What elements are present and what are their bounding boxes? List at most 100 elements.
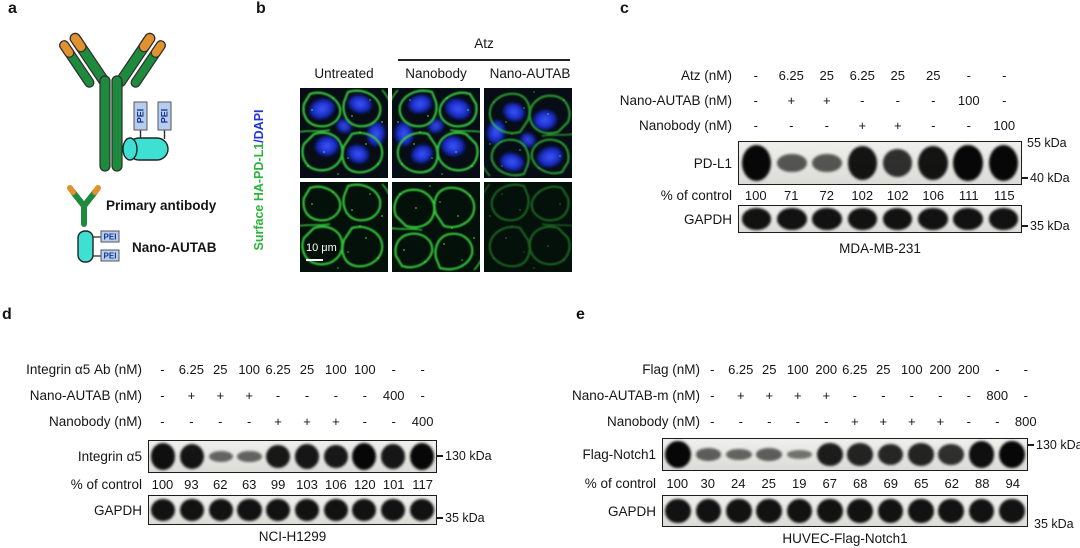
blot-lane — [379, 496, 408, 524]
d-dose-label-nano-autab: Nano-AUTAB (nM) — [29, 388, 142, 403]
d-dose-values-nanobody: - - - - + + + - -400 — [148, 414, 437, 429]
lane-value: 63 — [241, 477, 257, 492]
c-gapdh-blot — [738, 205, 1022, 233]
blot-lane — [997, 496, 1027, 526]
lane-value: - — [304, 388, 310, 403]
lane-value: + — [893, 118, 902, 133]
lane-value: 25 — [890, 68, 905, 83]
lane-value: 94 — [1005, 476, 1020, 491]
d-integrin-blot — [148, 440, 437, 473]
lane-value: - — [160, 362, 165, 377]
pei-tag-label: PEI — [104, 251, 117, 260]
lane-value: - — [333, 388, 339, 403]
blot-lane — [915, 206, 950, 232]
lane-value: + — [793, 388, 802, 403]
blot-lane — [810, 142, 845, 184]
lane-value: 25 — [762, 362, 777, 377]
protein-band — [294, 444, 319, 469]
e-cell-line: HUVEC-Flag-Notch1 — [782, 531, 908, 546]
lane-value: - — [362, 414, 367, 429]
lane-value: - — [860, 93, 865, 108]
lane-value: 200 — [929, 362, 952, 377]
c-percent-label: % of control — [660, 188, 732, 203]
lane-value: + — [274, 414, 282, 429]
protein-band — [266, 498, 291, 522]
surface-ha-pdl1-label: Surface HA-PD-L1 — [252, 142, 266, 251]
blot-lane — [321, 496, 350, 524]
lane-value: 6.25 — [178, 362, 205, 377]
col-header-nano-autab: Nano-AUTAB — [489, 66, 571, 81]
lane-value: 6.25 — [778, 68, 804, 83]
protein-band — [352, 498, 377, 522]
c-dose-values-atz: - 6.25 25 6.25 25 25 - - — [738, 68, 1022, 83]
lane-value: 100 — [786, 362, 809, 377]
lane-value: - — [1023, 388, 1028, 403]
blot-lane — [724, 496, 754, 526]
lane-value: + — [765, 388, 774, 403]
protein-band — [812, 153, 842, 173]
lane-value: + — [187, 388, 196, 403]
protein-band — [817, 498, 843, 524]
protein-band — [208, 451, 233, 462]
b-row-axis-label: Surface HA-PD-L1/DAPI — [250, 88, 268, 272]
blot-lane — [774, 206, 809, 232]
protein-band — [151, 498, 176, 522]
lane-value: + — [822, 388, 831, 403]
lane-value: 100 — [744, 188, 767, 203]
d-blot1-label: Integrin α5 — [77, 449, 142, 464]
d-dose-label-integrin-ab: Integrin α5 Ab (nM) — [26, 362, 142, 377]
blot-lane — [321, 441, 350, 472]
d-blot2-label: GAPDH — [93, 502, 142, 518]
lane-value: - — [738, 414, 743, 429]
c-blot1-label: PD-L1 — [693, 155, 732, 171]
protein-band — [180, 443, 205, 470]
lane-value: 30 — [700, 476, 715, 491]
blot-lane — [379, 441, 408, 472]
protein-band — [877, 498, 904, 524]
lane-value: 68 — [853, 476, 868, 491]
blot-lane — [739, 142, 774, 184]
lane-value: 69 — [883, 476, 898, 491]
protein-band — [847, 208, 878, 230]
c-marker-40kda: 40 kDa — [1022, 171, 1070, 185]
d-percent-values: 100 93 62 63 99 103 106 120 101 117 — [148, 477, 437, 492]
c-dose-label-nano-autab: Nano-AUTAB (nM) — [619, 93, 732, 108]
lane-value: 100 — [353, 362, 376, 377]
lane-value: - — [391, 362, 396, 377]
protein-band — [968, 498, 995, 524]
blot-lane — [178, 441, 207, 472]
e-dose-label-flag: Flag (nM) — [642, 362, 700, 377]
treatment-group-label: Atz — [474, 36, 494, 51]
lane-value: 25 — [761, 476, 776, 491]
protein-band — [756, 448, 782, 461]
protein-band — [918, 145, 948, 180]
protein-band — [741, 144, 772, 182]
e-marker-130kda: 130 kDa — [1028, 438, 1080, 452]
blot-lane — [906, 496, 936, 526]
e-percent-label: % of control — [584, 476, 656, 491]
blot-lane — [815, 496, 845, 526]
e-dose-values-flag: -6.25 25 100 200 6.25 25 100 200 200- - — [698, 362, 1040, 377]
blot-lane — [350, 496, 379, 524]
lane-value: 102 — [886, 188, 909, 203]
c-dose-values-nano-autab: - + + - - - 100 - — [738, 93, 1022, 108]
protein-band — [847, 498, 873, 524]
blot-lane — [724, 439, 754, 470]
lane-value: 24 — [731, 476, 746, 491]
protein-band — [882, 149, 913, 177]
e-marker-35kda: 35 kDa — [1034, 517, 1074, 531]
lane-value: - — [852, 388, 857, 403]
lane-value: - — [767, 414, 772, 429]
lane-value: 19 — [792, 476, 807, 491]
protein-band — [777, 208, 807, 230]
protein-band — [665, 440, 691, 469]
lane-value: + — [907, 414, 916, 429]
lane-value: - — [160, 388, 165, 403]
group-bracket-line — [398, 59, 570, 61]
protein-band — [756, 498, 782, 524]
protein-band — [726, 498, 752, 524]
nano-autab-attachment: PEI PEI — [122, 101, 172, 161]
lane-value: - — [753, 118, 758, 133]
lane-value: 100 — [325, 362, 347, 377]
blot-lane — [264, 496, 293, 524]
